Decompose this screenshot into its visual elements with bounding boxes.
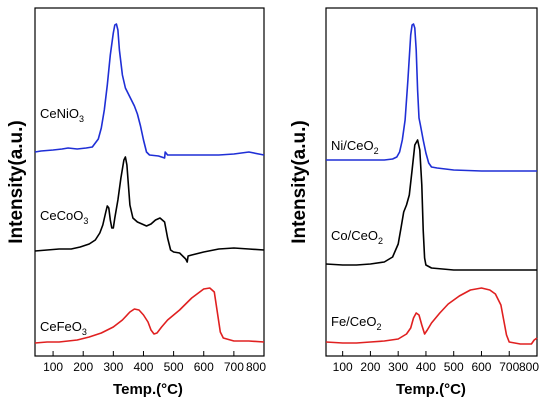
right-series-labels: Ni/CeO2 Co/CeO2 Fe/CeO2: [331, 138, 383, 332]
series-label: CeFeO3: [40, 319, 87, 337]
series-label: Co/CeO2: [331, 228, 383, 246]
series-curve-ni-ceo: [326, 23, 537, 172]
x-tick-label: 800: [246, 360, 266, 374]
left-x-axis-title: Temp.(°C): [113, 381, 183, 398]
x-tick-label: 500: [164, 360, 184, 374]
x-tick-label: 300: [388, 360, 408, 374]
x-tick-label: 200: [73, 360, 93, 374]
left-y-axis-title: Intensity(a.u.): [6, 120, 27, 244]
series-curve-cenio: [34, 23, 265, 159]
right-x-ticks: 100 200 300 400 500 600 700 800: [333, 351, 539, 374]
series-curve-fe-ceo: [325, 287, 538, 345]
left-x-ticks: 100 200 300 400 500 600 700 800: [43, 351, 266, 374]
x-tick-label: 700: [224, 360, 244, 374]
left-panel: 100 200 300 400 500 600 700 800 CeNiO3 CeCoO3 CeF…: [6, 7, 266, 398]
x-tick-label: 300: [103, 360, 123, 374]
left-curves: [34, 23, 265, 344]
series-label: CeNiO3: [40, 106, 84, 124]
x-tick-label: 400: [416, 360, 436, 374]
series-curve-cecoo: [34, 156, 265, 263]
x-tick-label: 700: [499, 360, 519, 374]
series-curve-cefeo: [34, 287, 265, 344]
x-tick-label: 600: [194, 360, 214, 374]
series-label: Ni/CeO2: [331, 138, 379, 156]
x-tick-label: 100: [333, 360, 353, 374]
x-tick-label: 200: [360, 360, 380, 374]
x-tick-label: 800: [519, 360, 539, 374]
x-tick-label: 400: [133, 360, 153, 374]
right-panel: 100 200 300 400 500 600 700 800 Ni/CeO2 Co/CeO2 F…: [289, 7, 539, 398]
right-curves: [325, 23, 538, 345]
series-curve-co-ceo: [325, 139, 537, 271]
series-label: Fe/CeO2: [331, 314, 382, 332]
left-plot-frame: [34, 7, 265, 357]
right-x-axis-title: Temp.(°C): [396, 381, 466, 398]
x-tick-label: 100: [43, 360, 63, 374]
series-label: CeCoO3: [40, 208, 88, 226]
left-series-labels: CeNiO3 CeCoO3 CeFeO3: [40, 106, 88, 337]
x-tick-label: 600: [471, 360, 491, 374]
x-tick-label: 500: [444, 360, 464, 374]
right-y-axis-title: Intensity(a.u.): [289, 120, 310, 244]
right-plot-frame: [325, 7, 538, 357]
